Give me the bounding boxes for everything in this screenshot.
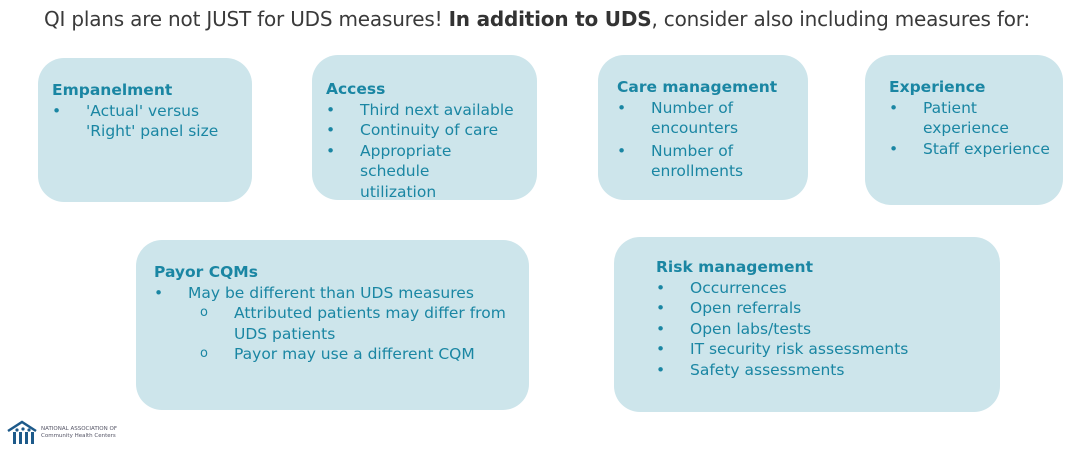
box-heading: Access bbox=[326, 80, 386, 98]
list-item: Open referrals bbox=[656, 298, 992, 319]
experience-box: Experience Patient experience Staff expe… bbox=[865, 55, 1063, 205]
list-item: May be different than UDS measures bbox=[154, 283, 521, 304]
box-heading: Care management bbox=[617, 78, 778, 96]
payor-cqms-box: Payor CQMs May be different than UDS mea… bbox=[136, 240, 529, 410]
empanelment-box: Empanelment 'Actual' versus 'Right' pane… bbox=[38, 58, 252, 202]
box-heading: Payor CQMs bbox=[154, 263, 258, 281]
access-box: Access Third next available Continuity o… bbox=[312, 55, 537, 203]
list-item: Number of enrollments bbox=[617, 141, 781, 182]
care-management-box: Care management Number of encounters Num… bbox=[598, 55, 808, 200]
box-heading: Risk management bbox=[656, 258, 813, 276]
list-item: Staff experience bbox=[889, 139, 1055, 160]
list-item: Open labs/tests bbox=[656, 319, 992, 340]
sub-list-item: Attributed patients may differ from UDS … bbox=[154, 303, 521, 344]
box-heading: Empanelment bbox=[52, 81, 173, 99]
sub-list-item: Payor may use a different CQM bbox=[154, 344, 521, 365]
list-item: Patient experience bbox=[889, 98, 1023, 139]
list-item: Appropriate schedule utilization bbox=[326, 141, 510, 203]
slide-title: QI plans are not JUST for UDS measures! … bbox=[44, 7, 1031, 31]
nachc-logo: NATIONAL ASSOCIATION OF Community Health … bbox=[6, 420, 117, 446]
logo-line-2: Community Health Centers bbox=[41, 433, 116, 439]
logo-line-1: NATIONAL ASSOCIATION OF bbox=[41, 426, 117, 432]
box-heading: Experience bbox=[889, 78, 986, 96]
risk-management-box: Risk management Occurrences Open referra… bbox=[614, 237, 1000, 412]
list-item: IT security risk assessments bbox=[656, 339, 992, 360]
list-item: Continuity of care bbox=[326, 120, 529, 141]
house-logo-icon bbox=[7, 420, 37, 444]
list-item: Safety assessments bbox=[656, 360, 992, 381]
list-item: 'Actual' versus 'Right' panel size bbox=[52, 101, 240, 142]
list-item: Third next available bbox=[326, 100, 529, 121]
list-item: Number of encounters bbox=[617, 98, 761, 139]
list-item: Occurrences bbox=[656, 278, 992, 299]
